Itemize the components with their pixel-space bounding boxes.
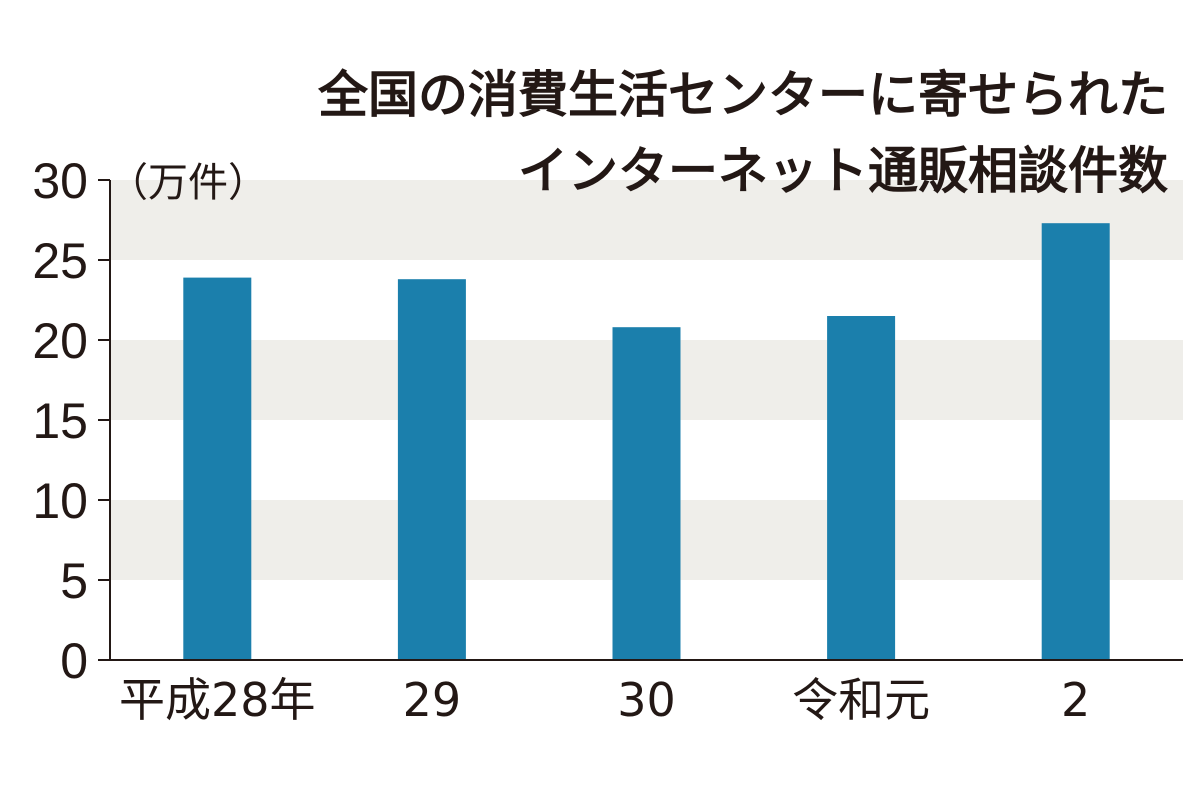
bar-0 [183, 277, 252, 660]
y-tick-label: 10 [32, 473, 88, 529]
y-tick-labels: 0 5 10 15 20 25 30 [32, 153, 110, 689]
chart-title-line-1: 全国の消費生活センターに寄せられた [317, 66, 1168, 124]
y-tick-label: 15 [32, 393, 88, 449]
unit-label: （万件） [108, 160, 268, 206]
y-tick-label: 0 [60, 633, 88, 689]
bars-group [183, 223, 1110, 660]
bar-4 [1041, 223, 1110, 660]
bar-2 [612, 327, 681, 660]
x-category-label: 令和元 [792, 673, 930, 727]
bar-3 [827, 316, 896, 660]
y-tick-label: 25 [32, 233, 88, 289]
y-tick-label: 30 [32, 153, 88, 209]
x-category-label: 平成28年 [119, 673, 316, 727]
bar-1 [397, 279, 466, 660]
x-category-labels: 平成28年 29 30 令和元 2 [119, 673, 1090, 727]
x-category-label: 30 [617, 673, 676, 727]
y-tick-label: 20 [32, 313, 88, 369]
x-category-label: 2 [1061, 673, 1090, 727]
chart-title-line-2: インターネット通販相談件数 [518, 142, 1168, 200]
x-category-label: 29 [403, 673, 462, 727]
y-tick-label: 5 [60, 553, 88, 609]
grid-band [110, 180, 1183, 260]
